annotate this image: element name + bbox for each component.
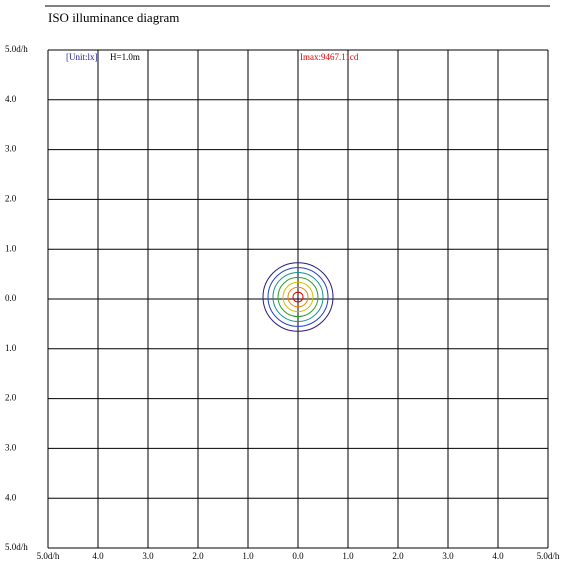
y-tick-label: 5.0d/h — [5, 542, 28, 552]
iso-contour — [287, 286, 309, 308]
x-tick-label: 4.0 — [492, 551, 504, 561]
y-tick-label: 3.0 — [5, 442, 17, 452]
annotation: H=1.0m — [110, 52, 140, 62]
x-tick-label: 5.0d/h — [37, 551, 60, 561]
x-tick-label: 5.0d/h — [537, 551, 560, 561]
iso-contour — [282, 281, 314, 313]
x-tick-label: 1.0 — [242, 551, 254, 561]
y-tick-label: 1.0 — [5, 243, 17, 253]
y-tick-label: 2.0 — [5, 393, 17, 403]
x-tick-label: 1.0 — [342, 551, 354, 561]
x-tick-label: 3.0 — [142, 551, 154, 561]
y-tick-label: 4.0 — [5, 94, 17, 104]
iso-contour — [292, 291, 304, 303]
annotation: [Unit:lx] — [66, 52, 98, 62]
iso-contour — [262, 262, 334, 332]
y-tick-label: 0.0 — [5, 293, 17, 303]
annotation: Imax:9467.11cd — [300, 52, 359, 62]
iso-contour — [272, 272, 324, 322]
x-tick-label: 4.0 — [92, 551, 104, 561]
y-tick-label: 1.0 — [5, 343, 17, 353]
chart-title: ISO illuminance diagram — [48, 10, 179, 25]
iso-contour — [277, 276, 319, 318]
x-tick-label: 2.0 — [192, 551, 204, 561]
y-tick-label: 4.0 — [5, 492, 17, 502]
x-tick-label: 0.0 — [292, 551, 304, 561]
x-tick-label: 2.0 — [392, 551, 404, 561]
x-tick-label: 3.0 — [442, 551, 454, 561]
iso-contour — [267, 267, 329, 327]
y-tick-label: 3.0 — [5, 144, 17, 154]
y-tick-label: 2.0 — [5, 193, 17, 203]
y-tick-label: 5.0d/h — [5, 44, 28, 54]
